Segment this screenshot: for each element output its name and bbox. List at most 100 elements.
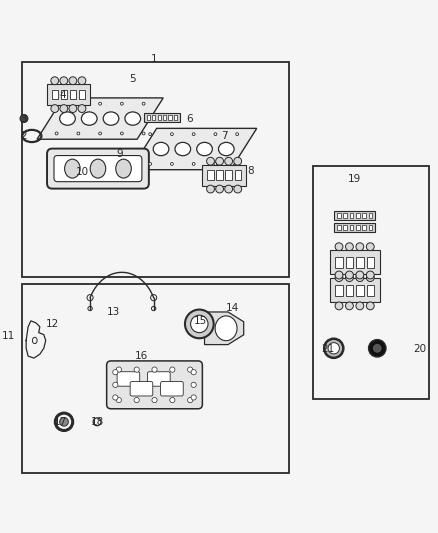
Ellipse shape [134,398,139,402]
Text: 19: 19 [348,174,361,184]
Bar [174,115,177,120]
Ellipse shape [99,102,102,105]
Ellipse shape [191,369,196,375]
Bar [163,115,166,120]
Text: 8: 8 [247,166,254,176]
Ellipse shape [335,271,343,279]
Ellipse shape [373,344,381,352]
Ellipse shape [116,159,131,178]
Ellipse shape [81,112,97,125]
Bar [362,225,366,230]
Ellipse shape [192,133,195,135]
Text: 3: 3 [20,114,26,124]
Ellipse shape [366,243,374,251]
Polygon shape [367,257,374,268]
Polygon shape [336,285,343,296]
Ellipse shape [142,132,145,135]
Ellipse shape [328,343,339,354]
Ellipse shape [214,163,217,165]
Polygon shape [37,98,163,139]
Ellipse shape [236,133,239,135]
Ellipse shape [103,112,119,125]
Text: 11: 11 [2,331,15,341]
Ellipse shape [60,417,68,426]
Polygon shape [346,285,353,296]
Bar [362,213,366,217]
Ellipse shape [170,367,175,372]
Ellipse shape [335,243,343,251]
Ellipse shape [77,132,80,135]
Bar [343,213,347,217]
Text: 2: 2 [20,131,26,141]
Text: 6: 6 [186,114,193,124]
Polygon shape [356,257,364,268]
Polygon shape [46,84,90,105]
Ellipse shape [346,271,353,279]
Ellipse shape [215,185,223,193]
Text: 18: 18 [91,417,104,427]
Bar [313,166,429,399]
Polygon shape [346,257,353,268]
FancyBboxPatch shape [130,382,153,396]
Ellipse shape [366,273,374,281]
FancyBboxPatch shape [106,361,202,409]
Ellipse shape [219,142,234,156]
Polygon shape [79,90,85,99]
Bar [22,284,290,473]
Ellipse shape [69,77,77,85]
Ellipse shape [142,102,145,105]
Ellipse shape [187,367,193,372]
Ellipse shape [346,302,353,310]
Polygon shape [367,285,374,296]
Polygon shape [216,171,223,180]
Ellipse shape [113,395,118,400]
Polygon shape [60,90,67,99]
Ellipse shape [170,133,173,135]
Ellipse shape [346,243,353,251]
Ellipse shape [356,273,364,281]
Ellipse shape [113,382,118,387]
Polygon shape [226,171,232,180]
Text: 7: 7 [221,131,227,141]
Ellipse shape [225,185,233,193]
Ellipse shape [55,102,58,105]
Text: 14: 14 [226,303,240,313]
Bar [147,115,150,120]
Polygon shape [356,285,364,296]
Ellipse shape [356,271,364,279]
Text: 17: 17 [53,417,67,427]
Ellipse shape [356,302,364,310]
Text: 16: 16 [135,351,148,361]
Text: 20: 20 [413,344,427,354]
Bar [337,225,341,230]
Ellipse shape [170,163,173,165]
Ellipse shape [366,302,374,310]
Ellipse shape [175,142,191,156]
Text: 1: 1 [150,53,157,63]
Ellipse shape [366,271,374,279]
Ellipse shape [90,159,106,178]
Ellipse shape [197,142,212,156]
Text: 10: 10 [76,167,89,176]
Ellipse shape [99,132,102,135]
Ellipse shape [356,243,364,251]
Bar [369,213,372,217]
Bar [334,211,375,220]
Polygon shape [202,165,246,185]
Text: 12: 12 [46,319,59,329]
FancyBboxPatch shape [54,156,142,182]
Ellipse shape [134,367,139,372]
Bar [152,115,155,120]
Ellipse shape [191,395,196,400]
Ellipse shape [191,315,208,333]
Ellipse shape [346,273,353,281]
Ellipse shape [153,142,169,156]
Ellipse shape [335,302,343,310]
Ellipse shape [120,102,123,105]
Bar [356,213,360,217]
Polygon shape [131,128,257,169]
Bar [169,115,172,120]
Ellipse shape [192,163,195,165]
Ellipse shape [207,157,215,165]
Text: 13: 13 [106,307,120,317]
